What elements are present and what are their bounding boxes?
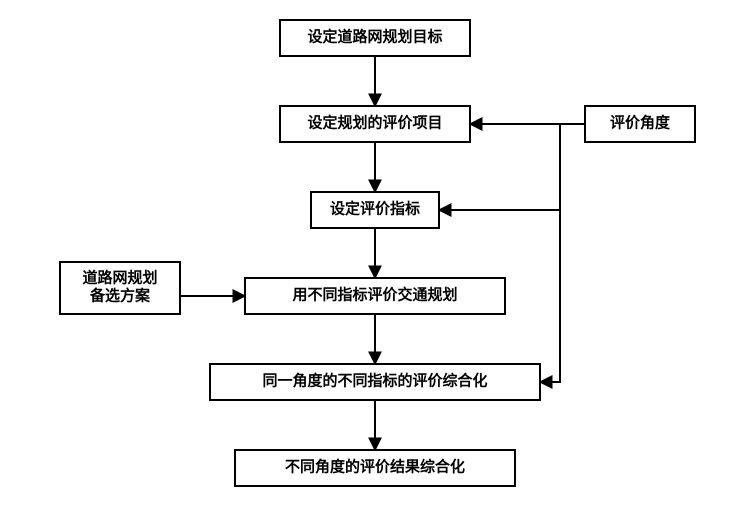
node-n4: 用不同指标评价交通规划 — [245, 278, 505, 314]
node-n5: 同一角度的不同指标的评价综合化 — [210, 364, 540, 400]
edge-nR-n5 — [540, 210, 560, 382]
edge-nR-n3 — [439, 142, 560, 210]
node-label-n2: 设定规划的评价项目 — [307, 113, 442, 131]
node-label-n4: 用不同指标评价交通规划 — [292, 285, 457, 303]
node-n6: 不同角度的评价结果综合化 — [235, 450, 515, 486]
node-n3: 设定评价指标 — [311, 192, 439, 228]
node-nR: 评价角度 — [585, 106, 695, 142]
node-label-nL-line1: 备选方案 — [89, 286, 151, 304]
node-label-nL-line0: 道路网规划 — [82, 268, 157, 286]
node-label-n6: 不同角度的评价结果综合化 — [285, 457, 465, 475]
node-label-n3: 设定评价指标 — [330, 199, 420, 217]
node-n2: 设定规划的评价项目 — [280, 106, 470, 142]
node-label-nR: 评价角度 — [610, 113, 671, 131]
node-label-n5: 同一角度的不同指标的评价综合化 — [262, 371, 487, 389]
node-label-n1: 设定道路网规划目标 — [307, 27, 442, 45]
node-n1: 设定道路网规划目标 — [280, 20, 470, 56]
flowchart-canvas: 设定道路网规划目标设定规划的评价项目设定评价指标用不同指标评价交通规划同一角度的… — [0, 0, 750, 506]
node-nL: 道路网规划备选方案 — [60, 262, 180, 314]
nodes-layer: 设定道路网规划目标设定规划的评价项目设定评价指标用不同指标评价交通规划同一角度的… — [60, 20, 695, 486]
